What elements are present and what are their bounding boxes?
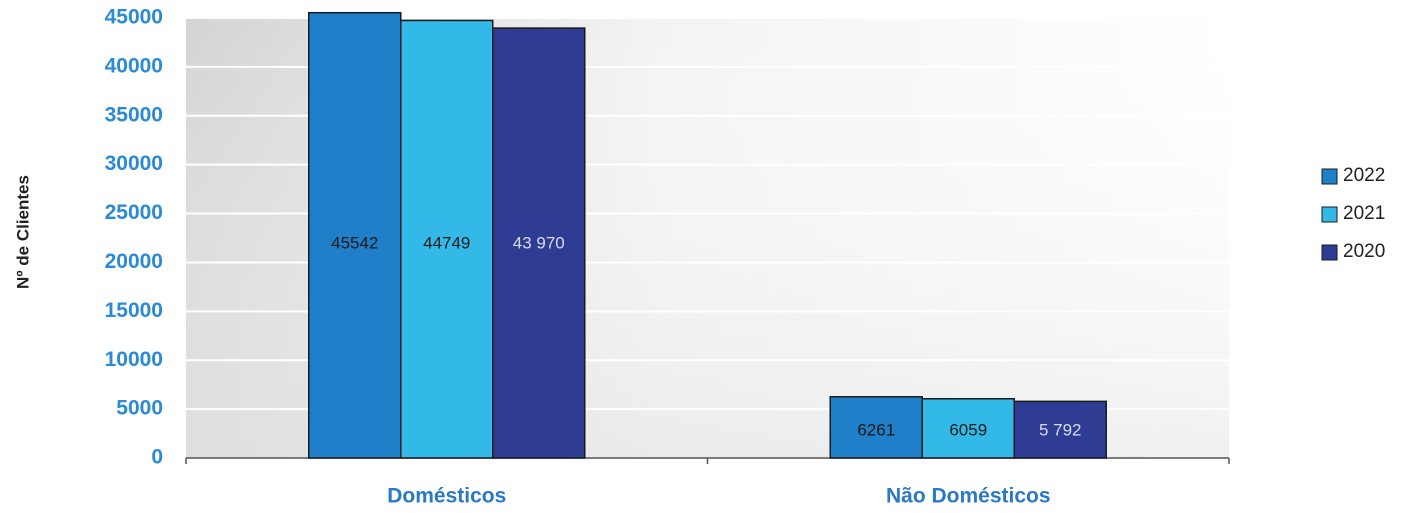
category-label: Domésticos xyxy=(387,485,506,508)
y-tick-labels: 0 5000 10000 15000 20000 25000 30000 35000 40000… xyxy=(105,6,163,469)
y-tick-label: 30000 xyxy=(105,152,163,175)
legend-swatch-2022 xyxy=(1321,168,1338,185)
data-label: 44749 xyxy=(423,233,470,252)
category-label: Não Domésticos xyxy=(886,485,1051,508)
y-tick-label: 10000 xyxy=(105,348,163,371)
axes xyxy=(185,457,1230,464)
data-label: 5 792 xyxy=(1039,420,1082,439)
bar-2021-0 xyxy=(400,19,494,459)
y-tick-label: 40000 xyxy=(105,54,163,77)
y-tick-label: 35000 xyxy=(105,103,163,126)
y-axis-label: Nº de Clientes xyxy=(13,175,32,289)
data-label: 6059 xyxy=(949,420,987,439)
legend-swatch-2020 xyxy=(1321,244,1338,261)
y-tick-label: 20000 xyxy=(105,250,163,273)
legend: 2022 2021 2020 xyxy=(1321,165,1385,262)
category-labels: Domésticos Não Domésticos xyxy=(387,485,1050,508)
data-label: 45542 xyxy=(331,233,378,252)
legend-swatch-2021 xyxy=(1321,206,1338,223)
y-tick-label: 45000 xyxy=(105,6,163,29)
bar-2021-1 xyxy=(921,398,1015,459)
y-tick-label: 15000 xyxy=(105,299,163,322)
data-label: 43 970 xyxy=(513,233,565,252)
bars xyxy=(308,11,1107,459)
bar-2022-1 xyxy=(829,396,923,459)
y-tick-label: 25000 xyxy=(105,201,163,224)
bar-2020-0 xyxy=(492,27,586,459)
data-labels: 45542 44749 43 970 6261 6059 5 792 xyxy=(331,233,1081,439)
bar-2020-1 xyxy=(1013,400,1107,459)
bar-2022-0 xyxy=(308,11,402,459)
y-tick-label: 0 xyxy=(151,446,163,469)
legend-label: 2022 xyxy=(1343,165,1385,186)
data-label: 6261 xyxy=(857,420,895,439)
y-tick-label: 5000 xyxy=(116,397,163,420)
legend-label: 2020 xyxy=(1343,241,1385,262)
legend-label: 2021 xyxy=(1343,203,1385,224)
